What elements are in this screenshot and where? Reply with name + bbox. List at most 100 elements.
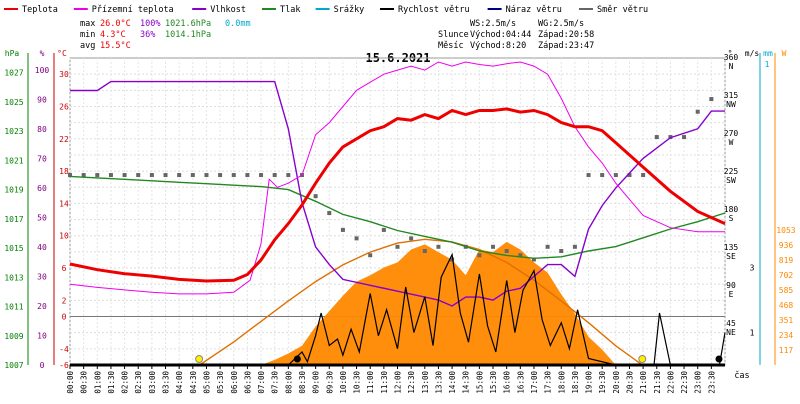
wind-direction-point <box>641 173 646 178</box>
axis-hpa-tick: 1017 <box>4 215 23 224</box>
x-tick-label: 12:30 <box>407 371 416 394</box>
wind-direction-point <box>149 173 154 178</box>
axis-temp-tick: 30 <box>59 70 69 79</box>
axis-wm2-tick: 936 <box>779 241 794 250</box>
axis-dir-tick: N <box>729 62 734 71</box>
x-tick-label: 06:30 <box>243 371 252 394</box>
axis-temp-tick: 22 <box>59 135 69 144</box>
axes: hPa% °C1007100910111013101510171019102110… <box>4 49 795 394</box>
axis-dir-tick: NE <box>726 328 736 337</box>
axis-hpa-tick: 1019 <box>4 186 23 195</box>
axis-dir-tick: SE <box>726 252 736 261</box>
x-tick-label: 22:00 <box>666 371 675 394</box>
legend-label-4: Srážky <box>334 5 365 15</box>
wind-direction-point <box>218 173 223 178</box>
wind-direction-point <box>409 236 414 241</box>
stat-moonset: Západ:23:47 <box>538 41 594 51</box>
stats-block: max 26.0°C 100% 1021.6hPa 0.0mm min 4.3°… <box>80 19 594 51</box>
stat-min-temp: 4.3°C <box>100 30 126 40</box>
axis-wm2-label: W <box>782 49 787 58</box>
wind-direction-point <box>122 173 127 178</box>
axis-mm-tick: 1 <box>765 60 770 69</box>
axis-wm2-tick: 117 <box>779 346 794 355</box>
axis-pct-tick: 80 <box>37 125 47 134</box>
moonrise-marker <box>293 355 301 363</box>
wind-direction-point <box>395 244 400 249</box>
x-tick-label: 14:00 <box>448 371 457 394</box>
stat-moon-label: Měsíc <box>438 41 464 51</box>
wind-direction-point <box>95 173 100 178</box>
axis-hpa-tick: 1023 <box>4 127 23 136</box>
stat-max-hum: 100% <box>140 19 160 29</box>
x-tick-label: 22:30 <box>680 371 689 394</box>
axis-dir-tick: W <box>729 138 734 147</box>
axis-dir-tick: 315 <box>724 91 739 100</box>
axis-mm-label: mm <box>763 49 773 58</box>
axis-temp-tick: 0 <box>62 313 67 322</box>
axis-hpa-label: hPa <box>5 49 20 58</box>
axis-temp-tick: 10 <box>59 232 69 241</box>
wind-direction-point <box>190 173 195 178</box>
x-tick-label: 16:00 <box>503 371 512 394</box>
axis-wm2-tick: 468 <box>779 301 794 310</box>
axis-dir-tick: NW <box>726 100 736 109</box>
x-tick-label: 15:00 <box>475 371 484 394</box>
wind-direction-point <box>231 173 236 178</box>
axis-wm2-tick: 819 <box>779 256 794 265</box>
axis-temp-tick: -6 <box>59 361 69 370</box>
stat-min-press: 1014.1hPa <box>165 30 211 40</box>
axis-temp-tick: -4 <box>59 345 69 354</box>
legend-label-2: Vlhkost <box>210 5 246 15</box>
x-tick-label: 01:30 <box>107 371 116 394</box>
legend: Teplota Přízemní teplota Vlhkost Tlak Srážky… <box>4 5 648 15</box>
wind-direction-point <box>259 173 264 178</box>
legend-label-7: Směr větru <box>597 5 648 15</box>
x-tick-label: 17:30 <box>544 371 553 394</box>
stat-sun-label: Slunce <box>438 30 469 40</box>
x-tick-label: 11:00 <box>366 371 375 394</box>
x-tick-label: 10:30 <box>353 371 362 394</box>
axis-pct-tick: 60 <box>37 184 47 193</box>
moonset-marker <box>715 355 723 363</box>
x-tick-label: 05:00 <box>202 371 211 394</box>
axis-wm2-tick: 702 <box>779 271 794 280</box>
axis-pct-tick: 70 <box>37 154 47 163</box>
plot-area <box>68 61 726 367</box>
stat-ws: WS:2.5m/s <box>470 19 516 29</box>
wind-direction-point <box>340 227 345 232</box>
axis-pct-tick: 50 <box>37 213 47 222</box>
axis-dir-tick: 360 <box>724 53 739 62</box>
x-tick-label: 01:00 <box>93 371 102 394</box>
x-tick-label: 06:00 <box>230 371 239 394</box>
x-tick-label: 21:00 <box>639 371 648 394</box>
axis-dir-tick: SW <box>726 176 736 185</box>
wind-direction-point <box>245 173 250 178</box>
axis-dir-tick: E <box>729 290 734 299</box>
wind-direction-point <box>450 257 455 262</box>
wind-direction-point <box>381 227 386 232</box>
wind-direction-point <box>491 244 496 249</box>
x-tick-label: 09:30 <box>325 371 334 394</box>
wind-direction-point <box>654 135 659 140</box>
wind-direction-point <box>368 253 373 258</box>
axis-ms-tick: 1 <box>750 328 755 337</box>
x-tick-label: 13:00 <box>421 371 430 394</box>
wind-direction-point <box>436 244 441 249</box>
x-tick-label: 16:30 <box>516 371 525 394</box>
wind-direction-point <box>327 211 332 216</box>
axis-pct-tick: 0 <box>40 361 45 370</box>
wind-direction-point <box>559 249 564 254</box>
x-tick-label: 23:00 <box>694 371 703 394</box>
stat-wg: WG:2.5m/s <box>538 19 584 29</box>
series-temperature <box>69 107 726 283</box>
axis-pct-label: % <box>40 49 45 58</box>
legend-label-3: Tlak <box>280 5 300 15</box>
axis-pct-tick: 100 <box>35 66 50 75</box>
series-pressure <box>69 175 726 260</box>
axis-temp-tick: 14 <box>59 199 69 208</box>
x-tick-label: 19:30 <box>598 371 607 394</box>
x-tick-label: 23:30 <box>707 371 716 394</box>
x-tick-label: 18:30 <box>571 371 580 394</box>
sunrise-marker <box>195 355 204 363</box>
axis-wm2-tick: 585 <box>779 286 794 295</box>
